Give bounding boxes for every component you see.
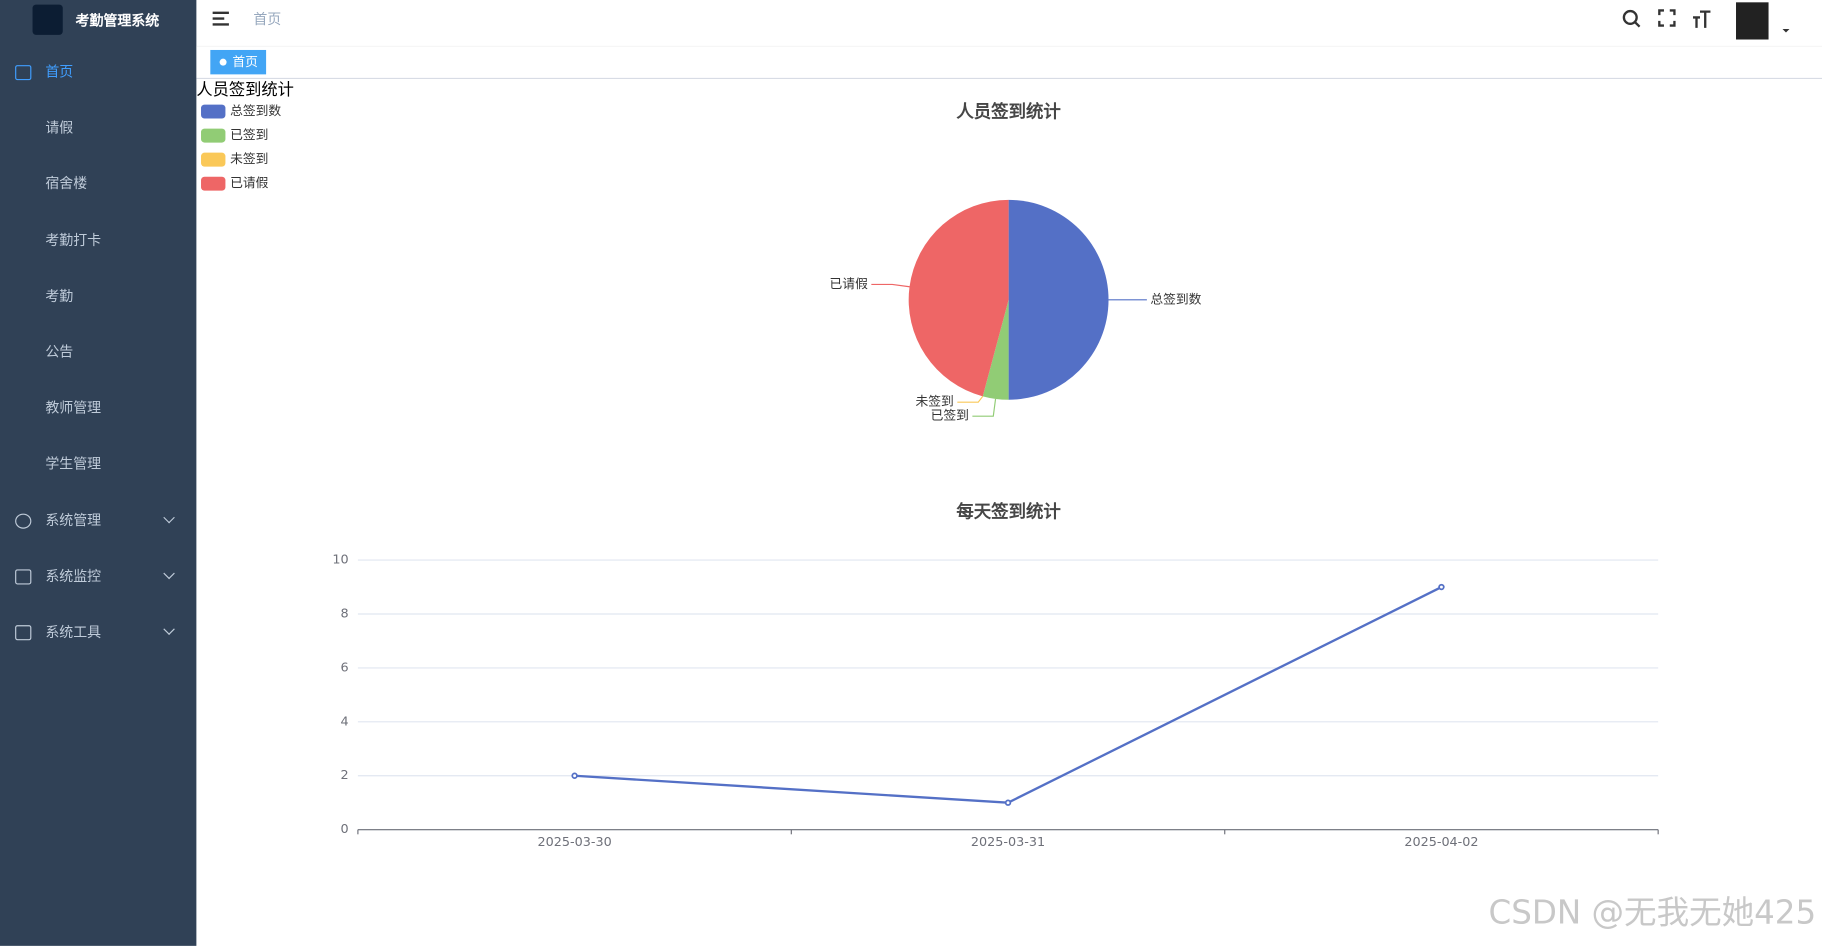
- menu-item[interactable]: 系统监控: [0, 548, 196, 604]
- menu-icon: [15, 569, 32, 585]
- breadcrumb[interactable]: 首页: [253, 12, 281, 28]
- menu-item[interactable]: 学生管理: [0, 436, 196, 492]
- menu-arrow: [163, 567, 175, 579]
- fullscreen-icon[interactable]: [1658, 9, 1676, 27]
- pie-label: 已请假: [830, 277, 869, 292]
- legend-swatch: [201, 176, 226, 191]
- menu-label[interactable]: 学生管理: [45, 455, 102, 473]
- x-tick-label: 2025-04-02: [1404, 835, 1478, 850]
- menu-item[interactable]: 公告: [0, 324, 196, 380]
- legend-label: 已签到: [230, 127, 268, 143]
- watermark: CSDN @无我无她425: [1489, 893, 1817, 931]
- menu-icon: [15, 65, 32, 81]
- pie-label-line: [957, 395, 984, 403]
- avatar-caret[interactable]: [1782, 29, 1790, 33]
- tags-bar: [196, 46, 1822, 78]
- line-point: [1438, 583, 1445, 591]
- legend-label: 总签到数: [230, 103, 281, 119]
- menu-arrow: [163, 511, 175, 523]
- pie-label: 未签到: [916, 394, 954, 410]
- menu-label[interactable]: 系统工具: [45, 623, 102, 641]
- menu-icon: [15, 513, 32, 529]
- pie-slice: [982, 299, 1009, 400]
- pie-label-line: [972, 398, 997, 417]
- line-point: [571, 772, 578, 779]
- menu-label[interactable]: 公告: [45, 343, 74, 361]
- line-point: [1004, 799, 1012, 806]
- tag-dot: [219, 58, 227, 66]
- search-icon[interactable]: [1622, 9, 1641, 28]
- hamburger[interactable]: [212, 11, 229, 26]
- menu-item[interactable]: 系统工具: [0, 604, 196, 660]
- menu-label[interactable]: 教师管理: [45, 399, 102, 417]
- y-tick-label: 8: [340, 606, 348, 621]
- menu-item[interactable]: 考勤: [0, 268, 196, 324]
- legend-swatch: [201, 152, 226, 167]
- logo: 考勤管理系统: [0, 0, 196, 40]
- size-icon[interactable]: [1693, 10, 1711, 28]
- pie-slice: [1008, 199, 1109, 400]
- menu-item[interactable]: 系统管理: [0, 492, 196, 548]
- logo-title: 考勤管理系统: [75, 12, 160, 29]
- y-tick-label: 4: [340, 714, 348, 729]
- menu-item[interactable]: 请假: [0, 100, 196, 156]
- legend-swatch: [201, 104, 226, 119]
- pie-label-line: [871, 283, 910, 288]
- legend-title: 人员签到统计: [196, 80, 294, 99]
- menu-item[interactable]: 宿舍楼: [0, 156, 196, 212]
- x-tick-label: 2025-03-30: [538, 835, 612, 850]
- menu-label[interactable]: 系统监控: [45, 567, 102, 585]
- menu-label[interactable]: 首页: [45, 63, 74, 81]
- x-tick-label: 2025-03-31: [971, 835, 1045, 850]
- menu-item[interactable]: 教师管理: [0, 380, 196, 436]
- menu-label[interactable]: 系统管理: [45, 511, 102, 529]
- legend-label: 已请假: [230, 176, 269, 191]
- main: 首页 首页 CSDN @无我无她425 人员签到统计人员签到统计总签到数已签到未…: [196, 2, 1822, 931]
- y-tick-label: 2: [340, 768, 348, 783]
- menu-label[interactable]: 宿舍楼: [45, 175, 88, 193]
- chart-title: 人员签到统计: [956, 102, 1061, 123]
- pie-slice: [908, 199, 1009, 397]
- sidebar: 考勤管理系统 首页请假宿舍楼考勤打卡考勤公告教师管理学生管理系统管理系统监控系统…: [0, 0, 197, 946]
- menu-label[interactable]: 请假: [45, 119, 74, 137]
- menu-icon: [15, 625, 32, 641]
- pie-label: 已签到: [931, 408, 969, 424]
- pie-label: 总签到数: [1150, 291, 1201, 307]
- logo-icon: [32, 4, 63, 35]
- menu-item[interactable]: 考勤打卡: [0, 212, 196, 268]
- y-tick-label: 10: [332, 553, 348, 568]
- line-series: [574, 585, 1442, 804]
- tag-label[interactable]: 首页: [232, 55, 258, 70]
- legend-swatch: [201, 128, 226, 143]
- menu-label[interactable]: 考勤: [45, 287, 74, 305]
- y-tick-label: 0: [340, 822, 348, 837]
- menu-arrow: [163, 623, 175, 635]
- menu-label[interactable]: 考勤打卡: [45, 231, 102, 249]
- y-tick-label: 6: [340, 660, 348, 675]
- chart-title: 每天签到统计: [956, 501, 1061, 522]
- avatar[interactable]: [1736, 2, 1769, 40]
- menu-item[interactable]: 首页: [0, 44, 196, 100]
- legend-label: 未签到: [230, 151, 268, 167]
